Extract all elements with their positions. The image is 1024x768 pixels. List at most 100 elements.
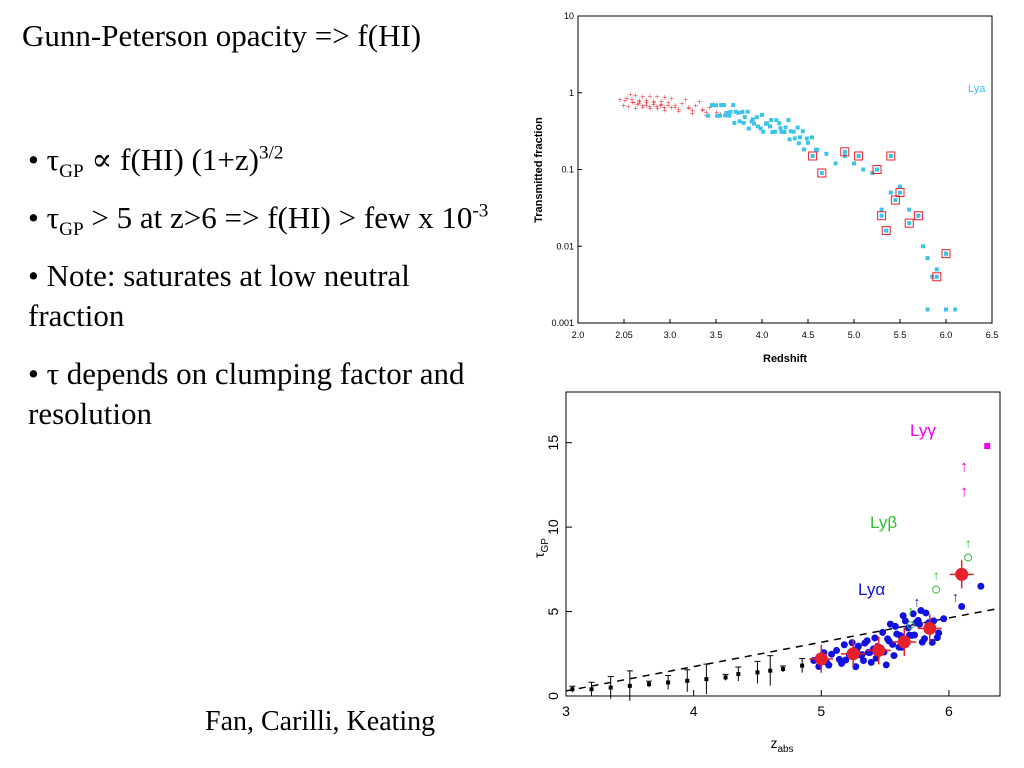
red-cross-point: + bbox=[659, 100, 664, 110]
cyan-point bbox=[861, 167, 866, 172]
boxed-point-fill bbox=[888, 153, 893, 158]
x-tick-label: 6.5 bbox=[986, 330, 999, 340]
cyan-point bbox=[774, 118, 779, 123]
blue-point bbox=[842, 656, 850, 664]
cyan-point bbox=[782, 130, 787, 135]
tau-symbol: τ bbox=[46, 200, 60, 235]
x-tick-label: 3 bbox=[562, 703, 570, 719]
boxed-point-fill bbox=[879, 213, 884, 218]
red-binned-point bbox=[897, 635, 911, 649]
red-cross-point: + bbox=[640, 103, 645, 113]
black-point bbox=[781, 666, 785, 671]
red-cross-point: + bbox=[625, 94, 630, 104]
y-tick-label: 0.001 bbox=[551, 318, 574, 328]
boxed-point bbox=[881, 226, 891, 236]
blue-point bbox=[828, 650, 836, 658]
y-axis-label: Transmitted fraction bbox=[533, 117, 545, 223]
tau-symbol: τ bbox=[46, 142, 60, 177]
y-tick-label: 0.01 bbox=[556, 241, 574, 251]
x-tick-labels: 3 4 5 6 bbox=[562, 690, 953, 719]
red-cross-point: + bbox=[707, 103, 712, 113]
cyan-point bbox=[792, 136, 797, 141]
cyan-point bbox=[796, 141, 801, 146]
red-cross-point: + bbox=[655, 92, 660, 102]
red-cross-point: + bbox=[700, 106, 705, 116]
red-cross-point: + bbox=[635, 100, 640, 110]
cyan-point bbox=[852, 161, 856, 166]
cyan-point bbox=[732, 120, 737, 125]
bullet-saturation-note: • Note: saturates at low neutral fractio… bbox=[28, 258, 410, 333]
red-cross-point: + bbox=[621, 101, 626, 111]
label-lyalpha: Lyα bbox=[858, 580, 885, 599]
red-cross-point: + bbox=[636, 99, 641, 109]
cyan-point bbox=[706, 113, 710, 118]
transmitted-fraction-chart: 2.0 2.05 3.0 3.5 4.0 4.5 5.0 5.5 6.0 6.5 10 1 0.1 0.… bbox=[520, 0, 1020, 375]
cyan-point bbox=[930, 274, 935, 279]
boxed-point bbox=[854, 151, 864, 161]
blue-point bbox=[859, 657, 867, 665]
green-lower-limit-arrow: ↑ bbox=[965, 536, 972, 551]
blue-point bbox=[922, 609, 930, 617]
red-cross-point: + bbox=[633, 90, 638, 100]
black-point bbox=[589, 687, 594, 692]
cyan-point bbox=[741, 120, 746, 125]
exponent: 3/2 bbox=[258, 142, 284, 164]
cyan-point bbox=[921, 244, 925, 249]
bullet-list: • τGP ∝ f(HI) (1+z)3/2 • τGP > 5 at z>6 … bbox=[28, 140, 498, 452]
boxed-point bbox=[913, 211, 923, 221]
cyan-point bbox=[750, 117, 755, 122]
cyan-point bbox=[740, 109, 745, 114]
red-cross-point: + bbox=[697, 97, 702, 107]
red-cross-point: + bbox=[647, 91, 652, 101]
blue-point bbox=[840, 641, 848, 649]
blue-point bbox=[977, 582, 985, 590]
cyan-point bbox=[888, 190, 893, 195]
tau-subscript: GP bbox=[59, 219, 84, 241]
black-point bbox=[704, 677, 709, 682]
y-tick-label: 0.1 bbox=[561, 165, 574, 175]
black-point bbox=[666, 680, 671, 685]
cyan-point bbox=[749, 119, 754, 124]
red-cross-point: + bbox=[640, 92, 645, 102]
blue-point bbox=[891, 622, 899, 630]
red-cross-point: + bbox=[669, 103, 674, 113]
red-cross-point: + bbox=[637, 96, 642, 106]
cyan-point bbox=[770, 130, 775, 135]
blue-point bbox=[848, 639, 856, 647]
red-binned-point bbox=[814, 652, 828, 666]
x-tick-label: 4 bbox=[690, 703, 698, 719]
black-point bbox=[755, 670, 760, 675]
cyan-point bbox=[746, 126, 751, 131]
x-tick-label: 6 bbox=[945, 703, 953, 719]
cyan-point bbox=[810, 135, 814, 140]
bullet-text: > 5 at z>6 => f(HI) > few x 10 bbox=[83, 200, 473, 235]
red-cross-point: + bbox=[693, 101, 698, 111]
cyan-point bbox=[925, 307, 930, 312]
y-tick-labels: 0 5 10 15 bbox=[545, 435, 572, 700]
cyan-point bbox=[769, 118, 774, 123]
cyan-point bbox=[731, 103, 736, 108]
boxed-point-fill bbox=[842, 149, 847, 154]
red-cross-point: + bbox=[700, 105, 705, 115]
cyan-point bbox=[779, 129, 784, 134]
green-open-point bbox=[964, 553, 973, 562]
blue-point bbox=[885, 637, 893, 645]
red-cross-point: + bbox=[665, 101, 670, 111]
red-cross-point: + bbox=[658, 97, 663, 107]
plot-frame bbox=[565, 391, 1001, 697]
green-open-point bbox=[932, 585, 941, 594]
red-cross-point: + bbox=[644, 95, 649, 105]
cyan-point bbox=[787, 137, 792, 142]
cyan-point bbox=[802, 147, 806, 152]
cyan-point bbox=[870, 171, 875, 176]
cyan-point bbox=[953, 307, 958, 312]
red-cross-point: + bbox=[690, 109, 695, 119]
cyan-point bbox=[758, 126, 763, 131]
boxed-point-fill bbox=[916, 213, 921, 218]
blue-point bbox=[935, 629, 943, 637]
red-cross-point: + bbox=[630, 97, 635, 107]
boxed-point-fill bbox=[856, 153, 861, 158]
bullet-marker: • bbox=[28, 200, 47, 235]
x-tick-label: 5.0 bbox=[848, 330, 861, 340]
